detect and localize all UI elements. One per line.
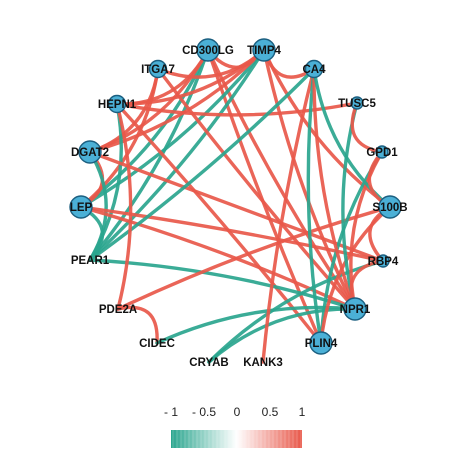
edge-cd300lg-lep (79, 48, 210, 209)
legend-tick: - 1 (164, 405, 178, 419)
edge-timp4-lep (79, 48, 266, 209)
node-dgat2 (78, 140, 102, 164)
node-label-npr1: NPR1 (340, 304, 371, 316)
node-label-s100b: S100B (372, 202, 407, 214)
correlation-legend: - 1 - 0.5 0 0.5 1 (164, 405, 306, 448)
node-label-timp4: TIMP4 (247, 45, 281, 57)
node-hepn1 (107, 94, 127, 114)
node-cd300lg (196, 38, 220, 62)
edge-hepn1-tusc5 (115, 101, 359, 117)
nodes-layer (69, 38, 402, 355)
node-tusc5 (350, 96, 364, 110)
edge-timp4-itga7 (156, 48, 266, 79)
edge-tusc5-gpd1 (350, 101, 384, 154)
node-label-dgat2: DGAT2 (71, 147, 109, 159)
node-itga7 (148, 59, 168, 79)
edge-npr1-ca4 (312, 67, 357, 311)
edge-cryab-rbp4 (207, 259, 385, 364)
edge-kank3-ca4 (261, 67, 316, 364)
node-label-ca4: CA4 (302, 64, 326, 76)
node-ca4 (304, 59, 324, 79)
node-npr1 (343, 297, 367, 321)
node-label-itga7: ITGA7 (141, 64, 175, 76)
edge-ca4-s100b (312, 67, 392, 209)
edge-pde2a-s100b (116, 205, 392, 311)
edge-hepn1-plin4 (115, 102, 323, 345)
legend-tick: 0.5 (262, 405, 279, 419)
node-label-hepn1: HEPN1 (98, 99, 137, 111)
node-label-tusc5: TUSC5 (338, 98, 376, 110)
edge-pde2a-hepn1 (115, 102, 133, 311)
edge-cryab-npr1 (207, 307, 357, 364)
node-label-gpd1: GPD1 (366, 147, 398, 159)
node-label-cd300lg: CD300LG (182, 45, 234, 57)
edge-dgat2-pear1 (88, 150, 108, 262)
legend-color-bar (171, 430, 302, 448)
edge-plin4-ca4 (306, 67, 323, 345)
labels-layer: CD300LG TIMP4 CA4 TUSC5 GPD1 S100B RBP4 NPR1 PLI… (70, 45, 408, 369)
edge-pde2a-cidec (116, 305, 159, 345)
node-label-pde2a: PDE2A (99, 304, 137, 316)
legend-stripes (172, 430, 302, 448)
node-gpd1 (375, 145, 389, 159)
edges-layer (79, 48, 392, 364)
node-s100b (378, 195, 402, 219)
node-timp4 (252, 38, 276, 62)
node-plin4 (309, 331, 333, 355)
edge-lep-npr1 (79, 205, 357, 311)
node-lep (69, 195, 93, 219)
edge-timp4-npr1 (262, 48, 357, 311)
edge-itga7-dgat2 (88, 67, 160, 154)
legend-tick: 1 (299, 405, 306, 419)
legend-tick: 0 (234, 405, 241, 419)
edge-pear1-ca4 (88, 67, 316, 262)
node-label-cryab: CRYAB (189, 357, 228, 369)
node-label-pear1: PEAR1 (71, 255, 110, 267)
node-label-plin4: PLIN4 (305, 338, 338, 350)
node-label-kank3: KANK3 (243, 357, 283, 369)
node-label-rbp4: RBP4 (368, 256, 399, 268)
node-rbp4 (376, 254, 390, 268)
edge-timp4-pear1 (88, 48, 266, 262)
legend-tick: - 0.5 (192, 405, 216, 419)
edge-pear1-npr1 (88, 258, 357, 311)
node-label-lep: LEP (70, 202, 93, 214)
node-label-cidec: CIDEC (139, 338, 175, 350)
edge-cidec-npr1 (155, 305, 357, 345)
